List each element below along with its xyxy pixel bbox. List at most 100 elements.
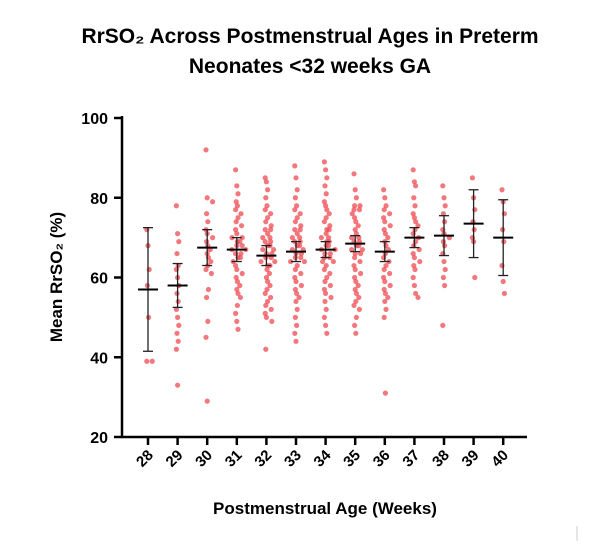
- data-point: [262, 227, 268, 233]
- data-point: [324, 330, 330, 336]
- data-point: [411, 179, 417, 185]
- data-point: [355, 223, 361, 229]
- data-point: [387, 211, 393, 217]
- data-point: [235, 326, 241, 332]
- data-point: [297, 211, 303, 217]
- data-point: [235, 290, 241, 297]
- data-point: [352, 274, 358, 281]
- data-point: [204, 211, 210, 217]
- data-point: [237, 254, 243, 261]
- y-tick-label: 100: [81, 111, 108, 128]
- data-point: [351, 171, 357, 177]
- data-point: [265, 298, 271, 305]
- data-point: [234, 302, 240, 309]
- data-point: [324, 175, 330, 181]
- data-point: [203, 334, 209, 340]
- data-point: [234, 203, 240, 209]
- data-point: [266, 270, 272, 277]
- data-point: [382, 298, 388, 305]
- data-point: [330, 258, 336, 265]
- data-point: [441, 195, 447, 201]
- data-point: [238, 250, 244, 257]
- data-point: [328, 294, 334, 301]
- data-point: [268, 211, 274, 217]
- data-point: [352, 227, 358, 233]
- data-point: [353, 330, 359, 336]
- data-point: [297, 227, 303, 233]
- data-point: [320, 258, 326, 265]
- data-point: [293, 338, 299, 344]
- data-point: [323, 203, 329, 209]
- data-point: [327, 223, 333, 229]
- data-point: [501, 290, 507, 297]
- data-point: [353, 290, 359, 297]
- data-point: [383, 306, 389, 312]
- x-tick-label: 29: [163, 447, 187, 471]
- data-point: [412, 203, 418, 209]
- data-point: [324, 207, 330, 213]
- data-point: [382, 195, 388, 201]
- data-point: [175, 338, 181, 344]
- data-point: [238, 211, 244, 217]
- data-point: [294, 187, 300, 193]
- data-point: [292, 314, 298, 320]
- data-point: [234, 231, 240, 237]
- data-point: [294, 231, 300, 237]
- data-point: [292, 274, 298, 281]
- y-axis-label: Mean RrSO₂ (%): [47, 212, 66, 342]
- data-point: [385, 294, 391, 301]
- data-point: [326, 211, 332, 217]
- data-point: [321, 219, 327, 225]
- data-point: [322, 183, 328, 189]
- data-point: [352, 286, 358, 293]
- data-point: [203, 147, 209, 153]
- data-point: [387, 270, 393, 277]
- data-point: [268, 294, 274, 301]
- data-point: [321, 199, 327, 205]
- data-point: [269, 318, 275, 324]
- data-point: [173, 346, 179, 352]
- data-point: [352, 187, 358, 193]
- data-point: [205, 286, 211, 293]
- data-point: [205, 219, 211, 225]
- data-point: [239, 270, 245, 277]
- data-point: [327, 270, 333, 277]
- data-point: [208, 270, 214, 277]
- data-point: [382, 219, 388, 225]
- y-tick-label: 80: [90, 191, 108, 208]
- data-point: [233, 227, 239, 233]
- data-point: [318, 235, 324, 241]
- data-point: [258, 258, 264, 265]
- data-point: [415, 294, 421, 301]
- data-point: [144, 358, 150, 364]
- data-point: [381, 274, 387, 281]
- data-point: [294, 262, 300, 269]
- data-point: [499, 187, 505, 193]
- data-point: [233, 219, 239, 225]
- data-point: [381, 207, 387, 213]
- data-point: [297, 235, 303, 241]
- data-point: [175, 231, 181, 237]
- data-point: [265, 215, 271, 221]
- x-tick-label: 36: [370, 447, 394, 471]
- data-point: [356, 235, 362, 241]
- data-point: [239, 235, 245, 241]
- data-point: [321, 159, 327, 165]
- data-point: [356, 306, 362, 312]
- data-point: [413, 290, 419, 297]
- x-tick-label: 31: [222, 447, 246, 471]
- data-point: [175, 314, 181, 320]
- data-point: [387, 282, 393, 289]
- x-tick-label: 37: [399, 447, 423, 471]
- data-point: [293, 175, 299, 181]
- data-point: [357, 203, 363, 209]
- data-point: [262, 207, 268, 213]
- data-point: [298, 270, 304, 277]
- data-point: [410, 211, 416, 217]
- data-point: [234, 183, 240, 189]
- data-point: [292, 266, 298, 273]
- data-point: [233, 207, 239, 213]
- data-point: [292, 286, 298, 293]
- data-point: [383, 203, 389, 209]
